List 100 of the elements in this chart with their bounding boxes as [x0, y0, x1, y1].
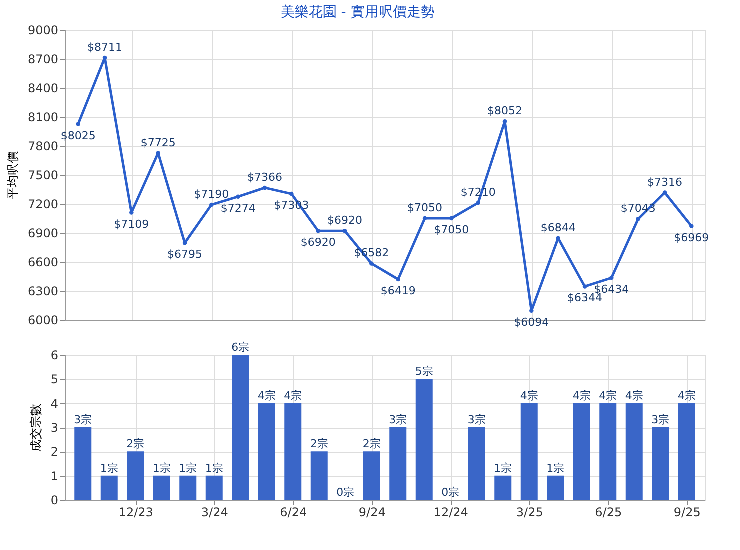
data-label: 2宗	[362, 438, 381, 451]
bar	[390, 428, 407, 500]
bar	[573, 403, 590, 500]
bar	[100, 476, 118, 500]
data-label: $7050	[408, 202, 442, 214]
y-tick-label: 9000	[28, 24, 58, 38]
point	[450, 216, 454, 221]
y-tick-label: 8700	[28, 52, 58, 66]
data-label: 4宗	[599, 389, 618, 402]
point	[316, 228, 320, 234]
point	[396, 277, 400, 282]
y-tick-label: 3	[50, 421, 58, 435]
point	[582, 284, 588, 289]
y-tick-label: 0	[50, 494, 58, 508]
x-tick-label: 6/25	[595, 506, 622, 520]
point	[342, 228, 348, 234]
data-label: 4宗	[258, 389, 276, 402]
data-label: 3宗	[74, 414, 92, 426]
x-tick-label: 12/23	[118, 506, 154, 520]
bar	[468, 428, 486, 500]
data-label: $6094	[514, 316, 550, 329]
bar	[652, 428, 670, 500]
data-label: 3宗	[652, 414, 670, 426]
point	[182, 241, 188, 246]
chart-title: 美樂花園 - 實用呎價走勢	[280, 4, 435, 20]
point	[636, 217, 640, 222]
point	[476, 200, 480, 206]
point	[370, 262, 374, 266]
bar	[600, 403, 617, 500]
point	[290, 192, 294, 196]
bar	[232, 355, 250, 500]
data-label: 3宗	[468, 414, 486, 426]
bar	[678, 403, 696, 500]
data-label: 2宗	[310, 438, 328, 451]
point	[422, 216, 428, 221]
bar	[520, 403, 538, 500]
point	[690, 224, 694, 228]
bar	[206, 476, 223, 500]
bar	[416, 379, 433, 500]
point	[210, 202, 214, 208]
data-label: $6795	[168, 248, 202, 262]
y-tick-label: 8100	[28, 110, 58, 124]
x-tick-label: 9/25	[674, 506, 701, 520]
data-label: $6969	[674, 231, 710, 244]
y-tick-label: 8400	[28, 82, 58, 96]
data-label: 1宗	[179, 462, 198, 475]
bar	[74, 428, 92, 500]
data-label: 1宗	[152, 462, 171, 475]
data-label: $7109	[114, 218, 150, 231]
data-label: 4宗	[678, 389, 696, 402]
data-label: $6419	[380, 284, 416, 298]
y-tick-label: 4	[50, 396, 58, 411]
bar	[626, 403, 643, 500]
data-label: $7725	[140, 136, 176, 150]
x-tick-label: 3/25	[516, 506, 544, 520]
data-label: $7190	[194, 188, 230, 201]
bar	[127, 452, 144, 500]
bar	[153, 476, 170, 500]
bar	[284, 403, 302, 500]
y-tick-label: 6900	[28, 226, 58, 240]
data-label: $8052	[488, 104, 522, 118]
bar	[180, 476, 197, 500]
data-label: 4宗	[284, 389, 302, 402]
y-tick-label: 5	[50, 372, 58, 387]
data-label: 0宗	[442, 486, 460, 499]
data-label: 1宗	[546, 462, 565, 475]
data-label: 6宗	[232, 341, 250, 354]
y-tick-label: 6300	[28, 284, 58, 298]
point	[662, 190, 668, 195]
data-label: 0宗	[336, 486, 355, 499]
data-label: 4宗	[625, 389, 644, 402]
data-label: $7274	[220, 202, 256, 215]
y-tick-label: 7200	[28, 198, 58, 212]
data-label: 1宗	[205, 462, 224, 475]
y-tick-label: 6000	[28, 314, 58, 328]
data-label: $6920	[300, 236, 336, 250]
data-label: 4宗	[520, 389, 538, 402]
data-label: $7050	[434, 224, 470, 236]
point	[76, 122, 80, 126]
data-label: $6920	[328, 214, 362, 228]
y-tick-label: 6	[50, 348, 58, 362]
bar	[310, 452, 328, 500]
data-label: 2宗	[126, 438, 145, 451]
y-tick-label: 1	[50, 469, 58, 484]
x-tick-label: 3/24	[201, 506, 228, 520]
data-label: 5宗	[415, 365, 434, 378]
data-label: 1宗	[494, 462, 512, 475]
point	[530, 308, 534, 314]
data-label: 3宗	[389, 414, 408, 426]
point	[262, 186, 268, 190]
y-axis-title: 成交宗數	[28, 404, 43, 452]
point	[130, 210, 134, 215]
data-label: $7366	[248, 170, 282, 184]
data-label: $7316	[648, 176, 682, 189]
x-tick-label: 6/24	[280, 506, 308, 520]
bar	[494, 476, 512, 500]
point	[236, 194, 240, 199]
y-tick-label: 2	[50, 445, 58, 460]
data-label: $8025	[60, 129, 96, 142]
data-label: $8711	[88, 40, 122, 54]
